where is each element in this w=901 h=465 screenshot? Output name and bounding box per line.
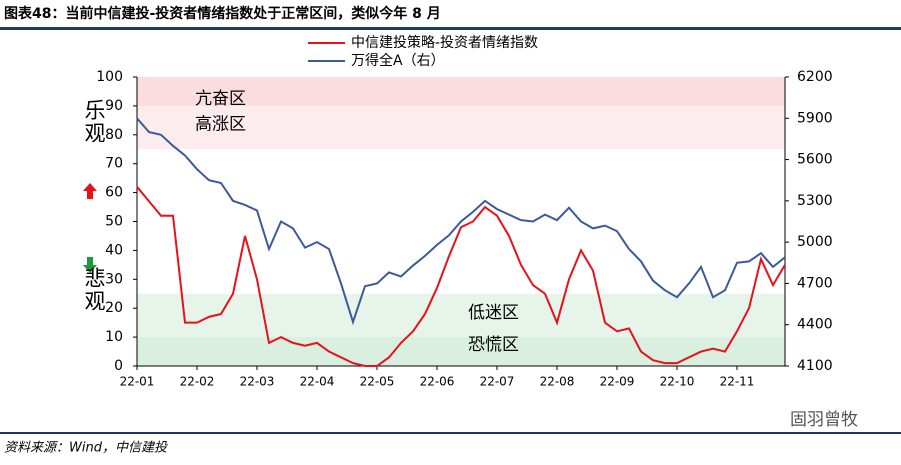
y-tick-label: 0 [114, 358, 123, 374]
y-tick-label: 90 [105, 98, 123, 114]
x-tick-label: 22-05 [360, 375, 395, 389]
y-tick-label: 70 [105, 156, 123, 172]
y2-tick-label: 5300 [797, 193, 833, 209]
side-label: 悲观 [82, 267, 106, 313]
x-tick-label: 22-02 [180, 375, 215, 389]
y-tick-label: 50 [105, 214, 123, 230]
zone-band [137, 337, 785, 366]
y2-tick-label: 5000 [797, 234, 833, 250]
x-tick-label: 22-11 [720, 375, 755, 389]
source: 资料来源：Wind，中信建投 [4, 441, 168, 456]
x-tick-label: 22-03 [240, 375, 275, 389]
y-tick-label: 60 [105, 185, 123, 201]
x-tick-label: 22-08 [540, 375, 575, 389]
y2-tick-label: 5600 [797, 152, 833, 168]
legend-label: 中信建投策略-投资者情绪指数 [351, 34, 538, 51]
y2-tick-label: 5900 [797, 110, 833, 126]
down-arrow [83, 257, 97, 273]
x-tick-label: 22-04 [300, 375, 335, 389]
y2-tick-label: 4700 [797, 275, 833, 291]
zone-band [137, 77, 785, 106]
y2-tick-label: 6200 [797, 69, 833, 85]
zone-band [137, 293, 785, 338]
x-tick-label: 22-01 [120, 375, 155, 389]
series-line [136, 117, 786, 326]
y2-tick-label: 4100 [797, 358, 833, 374]
y-tick-label: 20 [105, 300, 123, 316]
up-arrow [83, 183, 97, 199]
x-tick-label: 22-10 [660, 375, 695, 389]
y-tick-label: 100 [96, 69, 123, 85]
y-tick-label: 10 [105, 329, 123, 345]
series-line [136, 186, 786, 367]
zone-label: 亢奋区 [195, 89, 246, 109]
zone-label: 恐慌区 [468, 335, 519, 355]
x-tick-label: 22-06 [420, 375, 455, 389]
y-tick-label: 40 [105, 242, 123, 258]
watermark: 固羽曾牧 [790, 410, 858, 430]
y2-tick-label: 4400 [797, 317, 833, 333]
x-tick-label: 22-07 [480, 375, 515, 389]
legend-label: 万得全A（右） [351, 52, 445, 69]
zone-label: 低迷区 [468, 303, 519, 323]
zone-band [137, 105, 785, 150]
footer-rule [0, 432, 901, 434]
x-tick-label: 22-09 [600, 375, 635, 389]
side-label: 乐观 [82, 99, 106, 145]
y-tick-label: 30 [105, 271, 123, 287]
title-rule [0, 27, 901, 30]
zone-label: 高涨区 [195, 115, 246, 135]
title: 图表48：当前中信建投-投资者情绪指数处于正常区间，类似今年 8 月 [4, 5, 441, 22]
y-tick-label: 80 [105, 127, 123, 143]
